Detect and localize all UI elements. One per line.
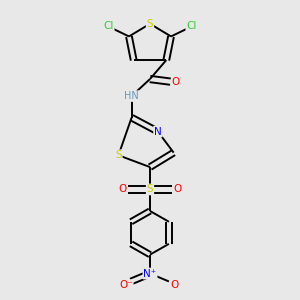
Text: N: N bbox=[154, 127, 162, 136]
Text: O: O bbox=[172, 76, 180, 87]
Text: S: S bbox=[147, 184, 153, 194]
Text: O: O bbox=[118, 184, 127, 194]
Text: O⁻: O⁻ bbox=[119, 280, 133, 290]
Text: HN: HN bbox=[124, 91, 139, 101]
Text: O: O bbox=[173, 184, 182, 194]
Text: S: S bbox=[147, 19, 153, 29]
Text: Cl: Cl bbox=[186, 21, 197, 32]
Text: N⁺: N⁺ bbox=[143, 268, 157, 279]
Text: O: O bbox=[170, 280, 178, 290]
Text: Cl: Cl bbox=[103, 21, 114, 32]
Text: S: S bbox=[115, 150, 122, 160]
